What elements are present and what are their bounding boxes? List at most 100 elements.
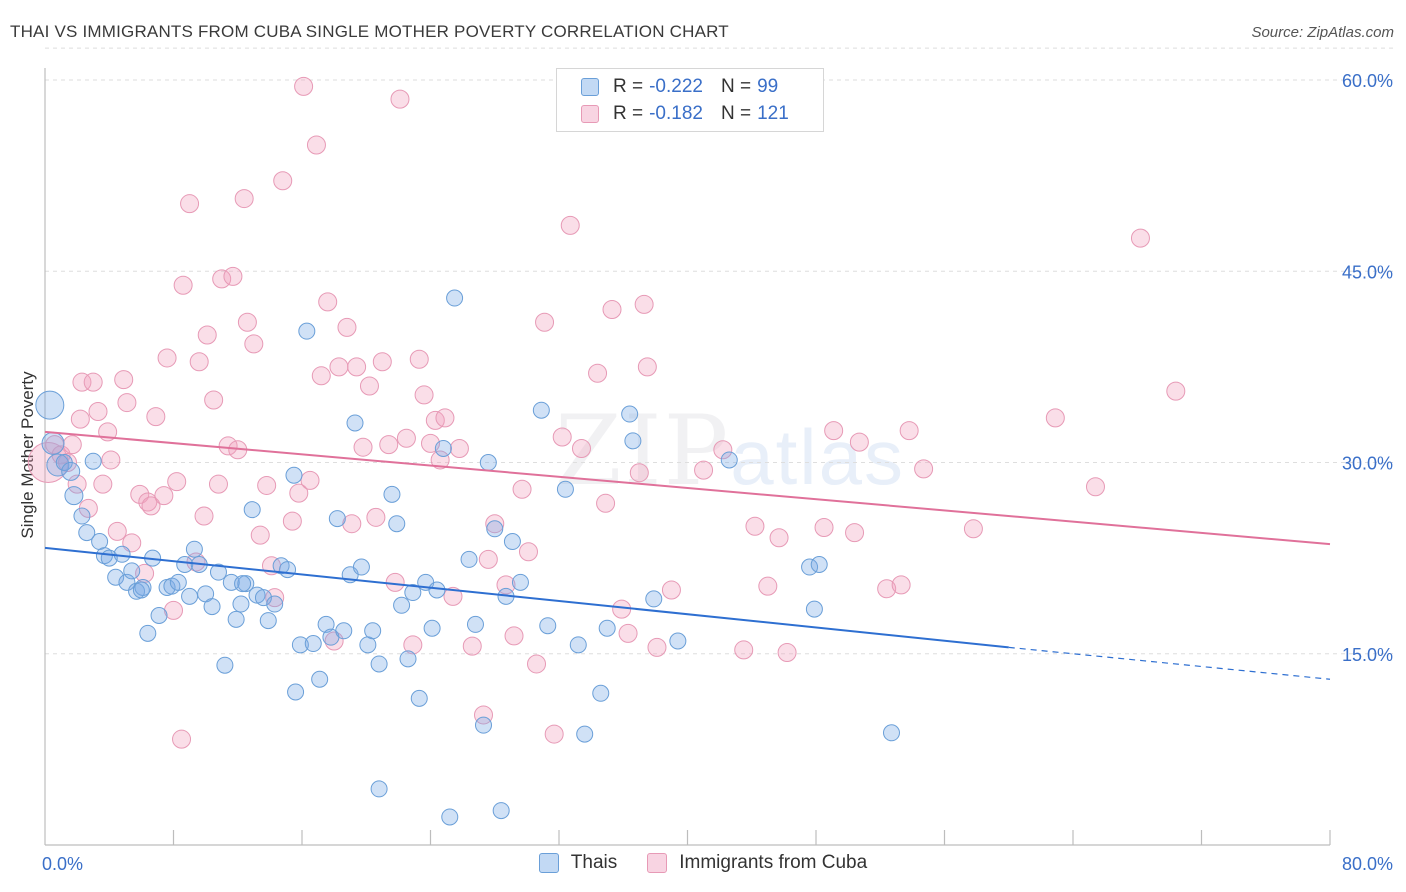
- cuba-point[interactable]: [478, 549, 498, 569]
- thais-point[interactable]: [346, 414, 364, 432]
- thais-point[interactable]: [73, 507, 91, 525]
- cuba-point[interactable]: [661, 580, 681, 600]
- cuba-point[interactable]: [167, 472, 187, 492]
- cuba-point[interactable]: [329, 357, 349, 377]
- cuba-point[interactable]: [154, 486, 174, 506]
- cuba-point[interactable]: [899, 421, 919, 441]
- thais-point[interactable]: [624, 432, 642, 450]
- thais-point[interactable]: [132, 581, 150, 599]
- cuba-point[interactable]: [449, 438, 469, 458]
- thais-point[interactable]: [64, 486, 84, 506]
- thais-point[interactable]: [61, 461, 81, 481]
- thais-point[interactable]: [335, 622, 353, 640]
- cuba-point[interactable]: [385, 572, 405, 592]
- cuba-point[interactable]: [70, 409, 90, 429]
- cuba-point[interactable]: [294, 76, 314, 96]
- thais-point[interactable]: [304, 635, 322, 653]
- thais-point[interactable]: [370, 655, 388, 673]
- thais-point[interactable]: [882, 724, 900, 742]
- thais-point[interactable]: [169, 573, 187, 591]
- thais-point[interactable]: [410, 689, 428, 707]
- cuba-point[interactable]: [1166, 381, 1186, 401]
- thais-point[interactable]: [434, 439, 452, 457]
- cuba-point[interactable]: [194, 506, 214, 526]
- thais-point[interactable]: [428, 581, 446, 599]
- thais-point[interactable]: [486, 520, 504, 538]
- cuba-point[interactable]: [282, 511, 302, 531]
- cuba-point[interactable]: [67, 474, 87, 494]
- cuba-point[interactable]: [218, 436, 238, 456]
- cuba-point[interactable]: [157, 348, 177, 368]
- thais-point[interactable]: [810, 556, 828, 573]
- cuba-point[interactable]: [814, 518, 834, 538]
- cuba-point[interactable]: [618, 623, 638, 643]
- cuba-point[interactable]: [273, 171, 293, 191]
- cuba-point[interactable]: [694, 460, 714, 480]
- thais-point[interactable]: [669, 632, 687, 650]
- thais-point[interactable]: [78, 524, 96, 542]
- cuba-point[interactable]: [512, 479, 532, 499]
- cuba-point[interactable]: [223, 266, 243, 286]
- cuba-point[interactable]: [552, 427, 572, 447]
- cuba-point[interactable]: [250, 525, 270, 545]
- thais-point[interactable]: [243, 501, 261, 519]
- cuba-point[interactable]: [107, 521, 127, 541]
- thais-point[interactable]: [511, 573, 529, 591]
- thais-point[interactable]: [556, 480, 574, 498]
- cuba-point[interactable]: [93, 474, 113, 494]
- legend-item-cuba[interactable]: Immigrants from Cuba: [647, 852, 867, 874]
- thais-point[interactable]: [441, 808, 459, 826]
- thais-point[interactable]: [576, 725, 594, 743]
- cuba-point[interactable]: [141, 496, 161, 516]
- thais-point[interactable]: [503, 533, 521, 551]
- thais-point[interactable]: [364, 622, 382, 640]
- cuba-point[interactable]: [414, 385, 434, 405]
- thais-point[interactable]: [423, 619, 441, 637]
- cuba-point[interactable]: [474, 705, 494, 725]
- thais-point[interactable]: [393, 596, 411, 614]
- cuba-point[interactable]: [197, 325, 217, 345]
- thais-point[interactable]: [720, 451, 738, 469]
- cuba-point[interactable]: [173, 275, 193, 295]
- thais-point[interactable]: [84, 452, 102, 470]
- cuba-point[interactable]: [435, 408, 455, 428]
- cuba-point[interactable]: [612, 599, 632, 619]
- cuba-point[interactable]: [758, 576, 778, 596]
- cuba-point[interactable]: [289, 483, 309, 503]
- thais-point[interactable]: [592, 684, 610, 702]
- cuba-point[interactable]: [1085, 477, 1105, 497]
- thais-point[interactable]: [805, 600, 823, 618]
- thais-point[interactable]: [176, 556, 194, 573]
- cuba-point[interactable]: [172, 729, 192, 749]
- thais-point[interactable]: [645, 590, 663, 608]
- cuba-point[interactable]: [713, 440, 733, 460]
- thais-point[interactable]: [492, 802, 510, 820]
- cuba-point[interactable]: [353, 437, 373, 457]
- thais-point[interactable]: [460, 550, 478, 568]
- cuba-point[interactable]: [311, 366, 331, 386]
- cuba-point[interactable]: [83, 372, 103, 392]
- thais-point[interactable]: [203, 598, 221, 616]
- thais-point[interactable]: [234, 575, 252, 593]
- cuba-point[interactable]: [257, 475, 277, 495]
- cuba-point[interactable]: [390, 89, 410, 109]
- cuba-point[interactable]: [588, 363, 608, 383]
- cuba-point[interactable]: [244, 334, 264, 354]
- cuba-point[interactable]: [138, 492, 158, 512]
- cuba-point[interactable]: [634, 294, 654, 314]
- cuba-point[interactable]: [208, 474, 228, 494]
- cuba-point[interactable]: [777, 642, 797, 662]
- cuba-point[interactable]: [347, 357, 367, 377]
- thais-point[interactable]: [227, 610, 245, 628]
- cuba-point[interactable]: [300, 470, 320, 490]
- cuba-point[interactable]: [769, 528, 789, 548]
- thais-point[interactable]: [328, 510, 346, 528]
- cuba-point[interactable]: [180, 194, 200, 214]
- thais-point[interactable]: [598, 619, 616, 637]
- cuba-point[interactable]: [849, 432, 869, 452]
- thais-point[interactable]: [388, 515, 406, 533]
- thais-point[interactable]: [41, 431, 65, 455]
- thais-point[interactable]: [383, 485, 401, 503]
- cuba-point[interactable]: [1130, 228, 1150, 248]
- thais-point[interactable]: [311, 670, 329, 688]
